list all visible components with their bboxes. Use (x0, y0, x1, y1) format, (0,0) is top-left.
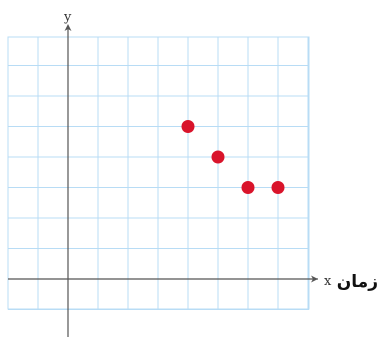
grid (7, 36, 310, 310)
data-points (181, 120, 285, 194)
data-point (211, 150, 225, 164)
x-axis-letter: x (324, 274, 332, 289)
data-point (241, 181, 255, 194)
y-axis-letter: y (63, 10, 72, 25)
x-axis-arrow (311, 275, 318, 283)
axes (8, 24, 318, 337)
data-point (181, 120, 195, 133)
x-axis-label: زمان (337, 272, 378, 292)
data-point (271, 181, 285, 194)
y-axis-arrow (64, 24, 72, 31)
grid-border (7, 36, 310, 310)
